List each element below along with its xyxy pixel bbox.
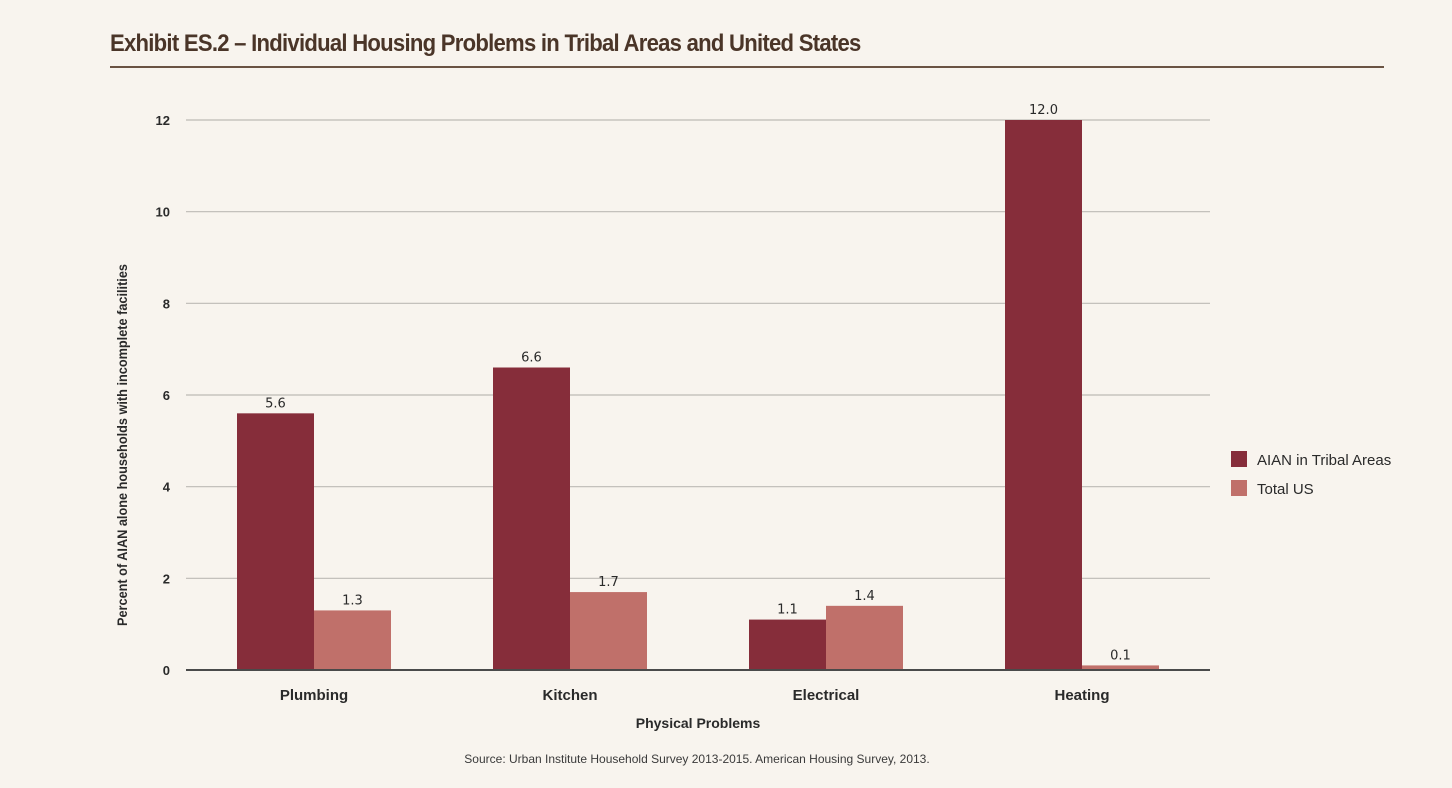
data-label: 1.4 — [854, 589, 875, 604]
legend: AIAN in Tribal Areas Total US — [1231, 451, 1391, 498]
x-tick-label: Kitchen — [542, 687, 597, 704]
x-axis-title: Physical Problems — [636, 715, 761, 731]
y-tick-label: 6 — [163, 388, 170, 403]
legend-label: AIAN in Tribal Areas — [1257, 452, 1391, 469]
data-label: 1.7 — [598, 575, 619, 590]
data-label: 1.1 — [777, 603, 798, 618]
data-labels: 5.6 1.3 6.6 1.7 1.1 1.4 12.0 0.1 — [265, 103, 1131, 663]
y-axis-ticks: 0 2 4 6 8 10 12 — [156, 113, 171, 678]
bar-plumbing-aian — [237, 413, 314, 670]
legend-label: Total US — [1257, 481, 1314, 498]
title-divider — [110, 66, 1384, 68]
chart-title: Exhibit ES.2 – Individual Housing Proble… — [110, 30, 861, 57]
data-label: 1.3 — [342, 593, 363, 608]
y-tick-label: 8 — [163, 296, 170, 311]
x-tick-label: Plumbing — [280, 687, 348, 704]
x-axis-categories: Plumbing Kitchen Electrical Heating — [280, 687, 1110, 704]
y-axis-title: Percent of AIAN alone households with in… — [114, 264, 130, 626]
y-tick-label: 4 — [163, 480, 171, 495]
legend-swatch — [1231, 480, 1247, 496]
data-label: 5.6 — [265, 396, 286, 411]
x-tick-label: Heating — [1054, 687, 1109, 704]
source-note: Source: Urban Institute Household Survey… — [464, 752, 929, 766]
y-tick-label: 0 — [163, 663, 170, 678]
y-tick-label: 12 — [156, 113, 170, 128]
x-tick-label: Electrical — [793, 687, 860, 704]
bar-plumbing-total-us — [314, 610, 391, 670]
bars — [237, 120, 1159, 670]
legend-swatch — [1231, 451, 1247, 467]
y-tick-label: 2 — [163, 571, 170, 586]
bar-heating-aian — [1005, 120, 1082, 670]
data-label: 0.1 — [1110, 648, 1131, 663]
bar-electrical-aian — [749, 619, 826, 670]
y-tick-label: 10 — [156, 205, 170, 220]
bar-electrical-total-us — [826, 605, 903, 670]
data-label: 12.0 — [1029, 103, 1058, 118]
bar-heating-total-us — [1082, 665, 1159, 670]
data-label: 6.6 — [521, 351, 542, 366]
bar-kitchen-aian — [493, 367, 570, 670]
bar-kitchen-total-us — [570, 592, 647, 670]
